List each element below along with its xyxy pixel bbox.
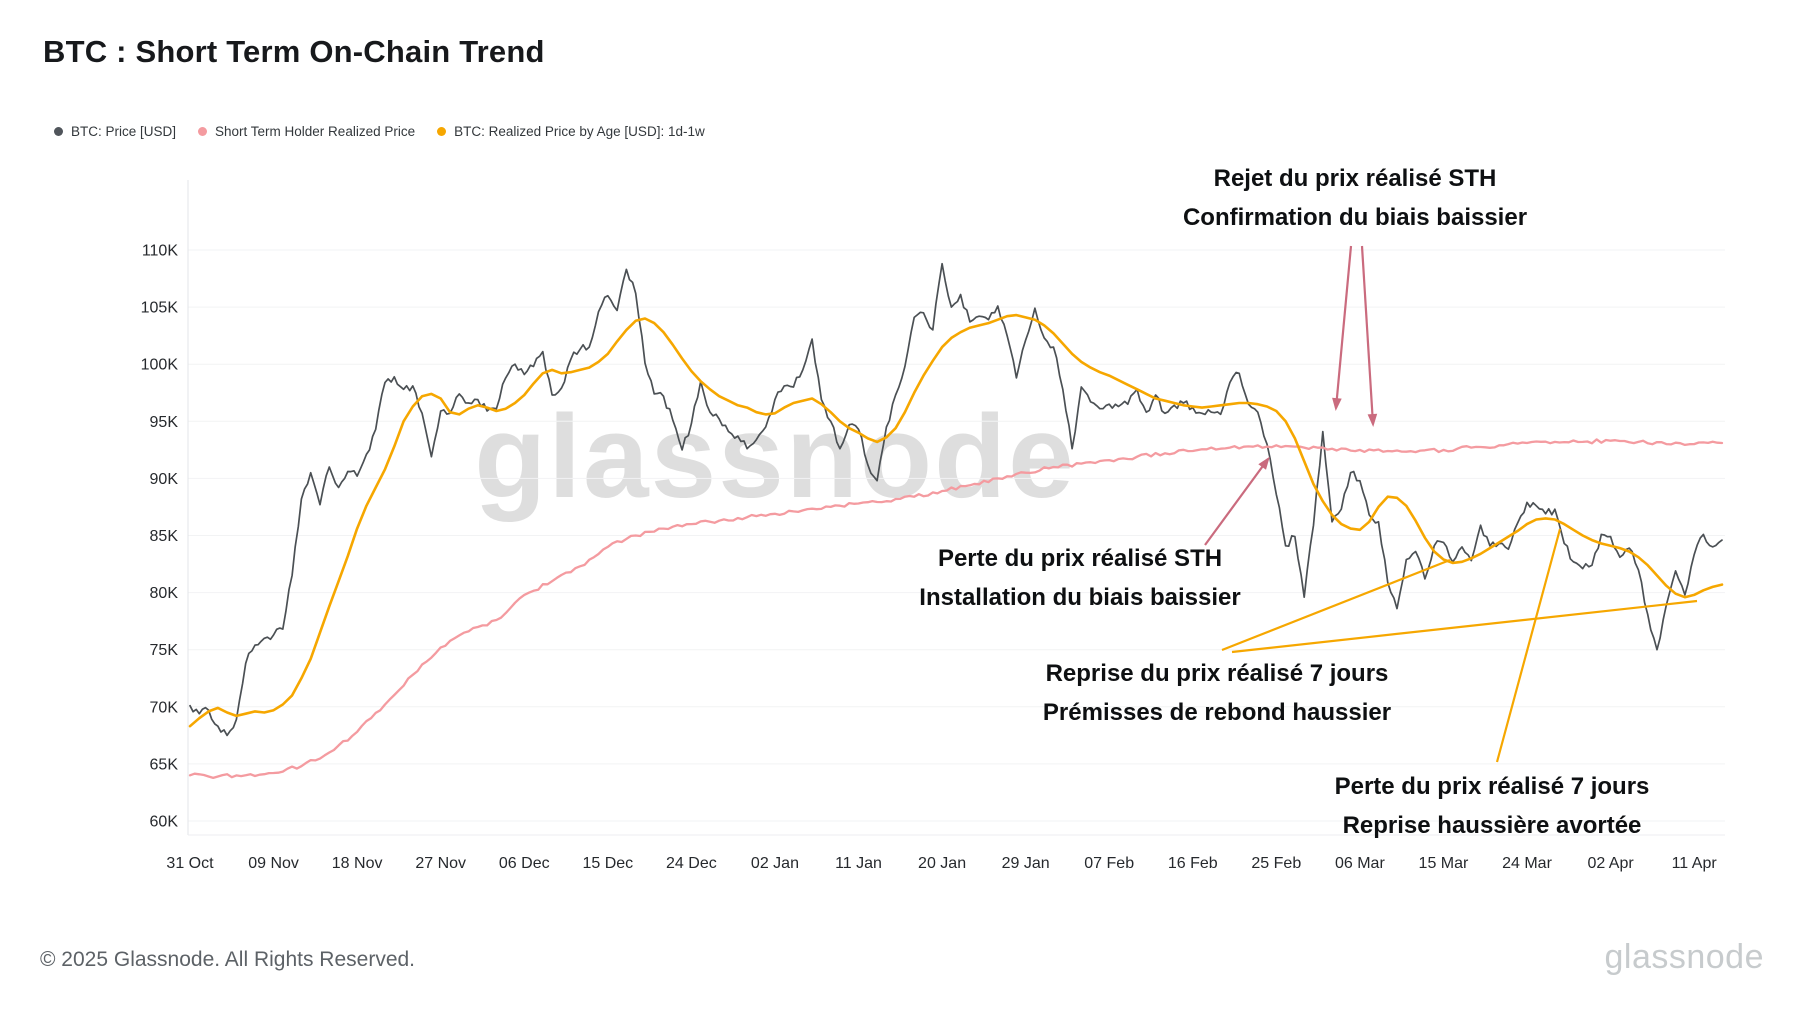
chart-title: BTC : Short Term On-Chain Trend (43, 34, 545, 69)
annotation-text-line: Reprise haussière avortée (1342, 811, 1642, 839)
legend-dot-icon (437, 127, 447, 136)
annotation-arrowhead-icon (1258, 456, 1270, 470)
x-tick-label: 06 Dec (499, 855, 550, 872)
y-tick-label: 60K (150, 814, 179, 831)
x-tick-label: 11 Jan (835, 855, 882, 872)
annotation-text-2: Reprise du prix réalisé 7 jours Prémisses… (1043, 655, 1391, 733)
annotation-text-line: Installation du biais baissier (919, 583, 1241, 611)
legend-item-1[interactable]: Short Term Holder Realized Price (198, 124, 415, 139)
y-tick-label: 105K (141, 300, 179, 317)
legend: BTC: Price [USD] Short Term Holder Realiz… (54, 124, 705, 139)
annotation-connector-line (1231, 599, 1698, 654)
x-tick-label: 24 Mar (1502, 855, 1552, 872)
x-tick-label: 06 Mar (1335, 855, 1385, 872)
y-tick-label: 80K (150, 585, 179, 602)
x-tick-label: 02 Jan (751, 855, 799, 872)
x-tick-label: 07 Feb (1084, 855, 1134, 872)
x-tick-label: 27 Nov (415, 855, 466, 872)
series-line-0 (189, 262, 1723, 737)
annotation-connector-line (1360, 245, 1375, 425)
x-tick-label: 25 Feb (1251, 855, 1301, 872)
x-tick-label: 15 Mar (1419, 855, 1469, 872)
legend-dot-icon (198, 127, 208, 136)
y-tick-label: 70K (150, 699, 179, 716)
x-tick-label: 29 Jan (1002, 855, 1050, 872)
legend-label: BTC: Realized Price by Age [USD]: 1d-1w (454, 124, 705, 139)
legend-dot-icon (54, 127, 63, 136)
annotation-text-1: Perte du prix réalisé STH Installation du… (919, 540, 1240, 618)
y-tick-label: 90K (150, 471, 179, 488)
x-tick-label: 31 Oct (166, 855, 214, 872)
y-tick-label: 110K (142, 243, 179, 260)
legend-label: BTC: Price [USD] (71, 124, 177, 139)
annotation-connector-line (1495, 528, 1562, 763)
annotation-arrowhead-icon (1332, 397, 1342, 411)
x-tick-label: 11 Apr (1672, 855, 1718, 872)
legend-item-2[interactable]: BTC: Realized Price by Age [USD]: 1d-1w (437, 124, 705, 139)
annotation-connector-line (1204, 458, 1269, 546)
x-tick-label: 20 Jan (918, 855, 966, 872)
annotation-arrowhead-icon (1367, 413, 1378, 427)
footer-copyright: © 2025 Glassnode. All Rights Reserved. (40, 948, 416, 971)
y-tick-label: 100K (141, 357, 179, 374)
annotation-text-line: Perte du prix réalisé STH (937, 545, 1223, 572)
x-tick-label: 09 Nov (248, 855, 299, 872)
annotation-text-line: Rejet du prix réalisé STH (1213, 165, 1497, 192)
legend-item-0[interactable]: BTC: Price [USD] (54, 124, 176, 139)
annotation-connector-line (1334, 245, 1353, 409)
x-tick-label: 15 Dec (582, 855, 633, 872)
annotation-text-line: Confirmation du biais baissier (1182, 203, 1528, 231)
series-line-1 (188, 438, 1724, 780)
annotation-text-line: Prémisses de rebond haussier (1042, 698, 1392, 726)
y-tick-label: 75K (150, 642, 179, 659)
series-line-2 (188, 313, 1724, 728)
y-tick-label: 95K (150, 414, 179, 431)
annotation-text-0: Rejet du prix réalisé STH Confirmation du… (1183, 160, 1527, 238)
x-tick-label: 16 Feb (1168, 855, 1218, 872)
x-tick-label: 24 Dec (666, 855, 717, 872)
annotation-text-line: Perte du prix réalisé 7 jours (1334, 773, 1650, 800)
annotation-text-3: Perte du prix réalisé 7 jours Reprise hau… (1335, 768, 1650, 846)
legend-label: Short Term Holder Realized Price (215, 124, 416, 139)
annotation-connector-line (1221, 558, 1451, 652)
annotation-text-line: Reprise du prix réalisé 7 jours (1045, 660, 1389, 687)
glassnode-watermark: glassnode (474, 391, 1076, 523)
x-tick-label: 18 Nov (332, 855, 383, 872)
y-tick-label: 65K (150, 756, 179, 773)
x-tick-label: 02 Apr (1587, 855, 1634, 872)
y-tick-label: 85K (150, 528, 179, 545)
glassnode-logo: glassnode (1604, 938, 1764, 976)
